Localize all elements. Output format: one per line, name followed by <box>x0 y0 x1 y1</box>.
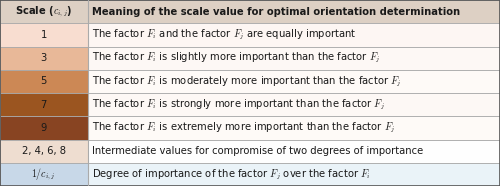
Bar <box>88 163 500 186</box>
Text: Scale ($c_{i,j}$): Scale ($c_{i,j}$) <box>15 4 72 19</box>
Bar <box>0 116 88 140</box>
Text: 5: 5 <box>40 76 47 86</box>
Bar <box>0 93 88 116</box>
Text: 1: 1 <box>40 30 47 40</box>
Text: 3: 3 <box>40 53 47 63</box>
Bar <box>88 116 500 140</box>
Text: 7: 7 <box>40 100 47 110</box>
Text: Degree of importance of the factor $F_j$ over the factor $F_i$: Degree of importance of the factor $F_j$… <box>92 167 372 182</box>
Text: The factor $F_i$ is strongly more important than the factor $F_j$: The factor $F_i$ is strongly more import… <box>92 97 386 112</box>
Bar <box>88 46 500 70</box>
Bar <box>88 23 500 46</box>
Bar <box>0 0 88 23</box>
Bar <box>0 23 88 46</box>
Bar <box>88 70 500 93</box>
Bar <box>88 0 500 23</box>
Bar <box>88 93 500 116</box>
Bar <box>88 140 500 163</box>
Text: 2, 4, 6, 8: 2, 4, 6, 8 <box>22 146 66 156</box>
Text: Intermediate values for compromise of two degrees of importance: Intermediate values for compromise of tw… <box>92 146 424 156</box>
Bar <box>0 163 88 186</box>
Text: The factor $F_i$ and the factor $F_j$ are equally important: The factor $F_i$ and the factor $F_j$ ar… <box>92 28 357 42</box>
Bar <box>0 140 88 163</box>
Text: 9: 9 <box>40 123 47 133</box>
Text: The factor $F_i$ is slightly more important than the factor $F_j$: The factor $F_i$ is slightly more import… <box>92 51 381 65</box>
Text: The factor $F_i$ is moderately more important than the factor $F_j$: The factor $F_i$ is moderately more impo… <box>92 74 403 89</box>
Bar <box>0 70 88 93</box>
Text: $1/c_{i,j}$: $1/c_{i,j}$ <box>32 167 56 182</box>
Bar <box>0 46 88 70</box>
Text: Meaning of the scale value for optimal orientation determination: Meaning of the scale value for optimal o… <box>92 7 460 17</box>
Text: The factor $F_i$ is extremely more important than the factor $F_j$: The factor $F_i$ is extremely more impor… <box>92 121 396 135</box>
